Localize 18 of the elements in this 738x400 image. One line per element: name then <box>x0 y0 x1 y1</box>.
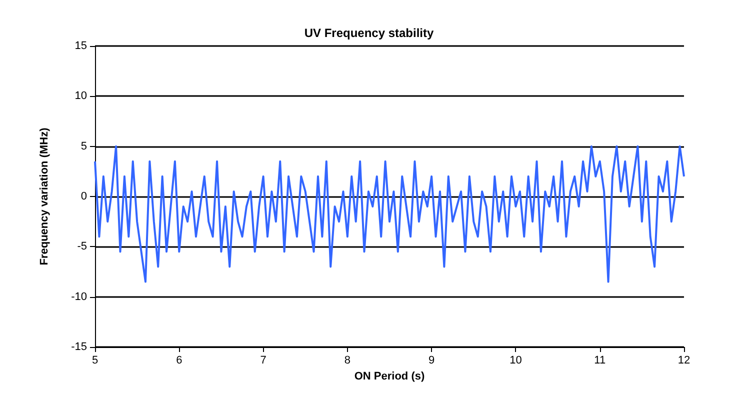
x-tick-label: 5 <box>92 354 98 366</box>
x-tick-label: 8 <box>344 354 350 366</box>
y-axis-title: Frequency variation (MHz) <box>38 127 50 266</box>
y-tick-label: 5 <box>80 140 87 152</box>
x-tick-label: 6 <box>176 354 182 366</box>
x-tick-label: 11 <box>594 354 606 366</box>
chart-title: UV Frequency stability <box>304 26 434 40</box>
y-tick-label: -5 <box>77 240 87 253</box>
y-tick-label: 10 <box>74 90 87 102</box>
y-tick-label: 15 <box>74 40 87 52</box>
y-tick-label: 0 <box>80 190 87 202</box>
x-tick-label: 7 <box>260 354 266 366</box>
x-tick-label: 9 <box>428 354 435 366</box>
x-tick-label: 10 <box>510 354 522 366</box>
x-axis-title: ON Period (s) <box>354 370 425 382</box>
y-tick-label: -15 <box>71 341 87 353</box>
y-tick-label: -10 <box>71 290 87 303</box>
x-tick-label: 12 <box>678 354 690 366</box>
